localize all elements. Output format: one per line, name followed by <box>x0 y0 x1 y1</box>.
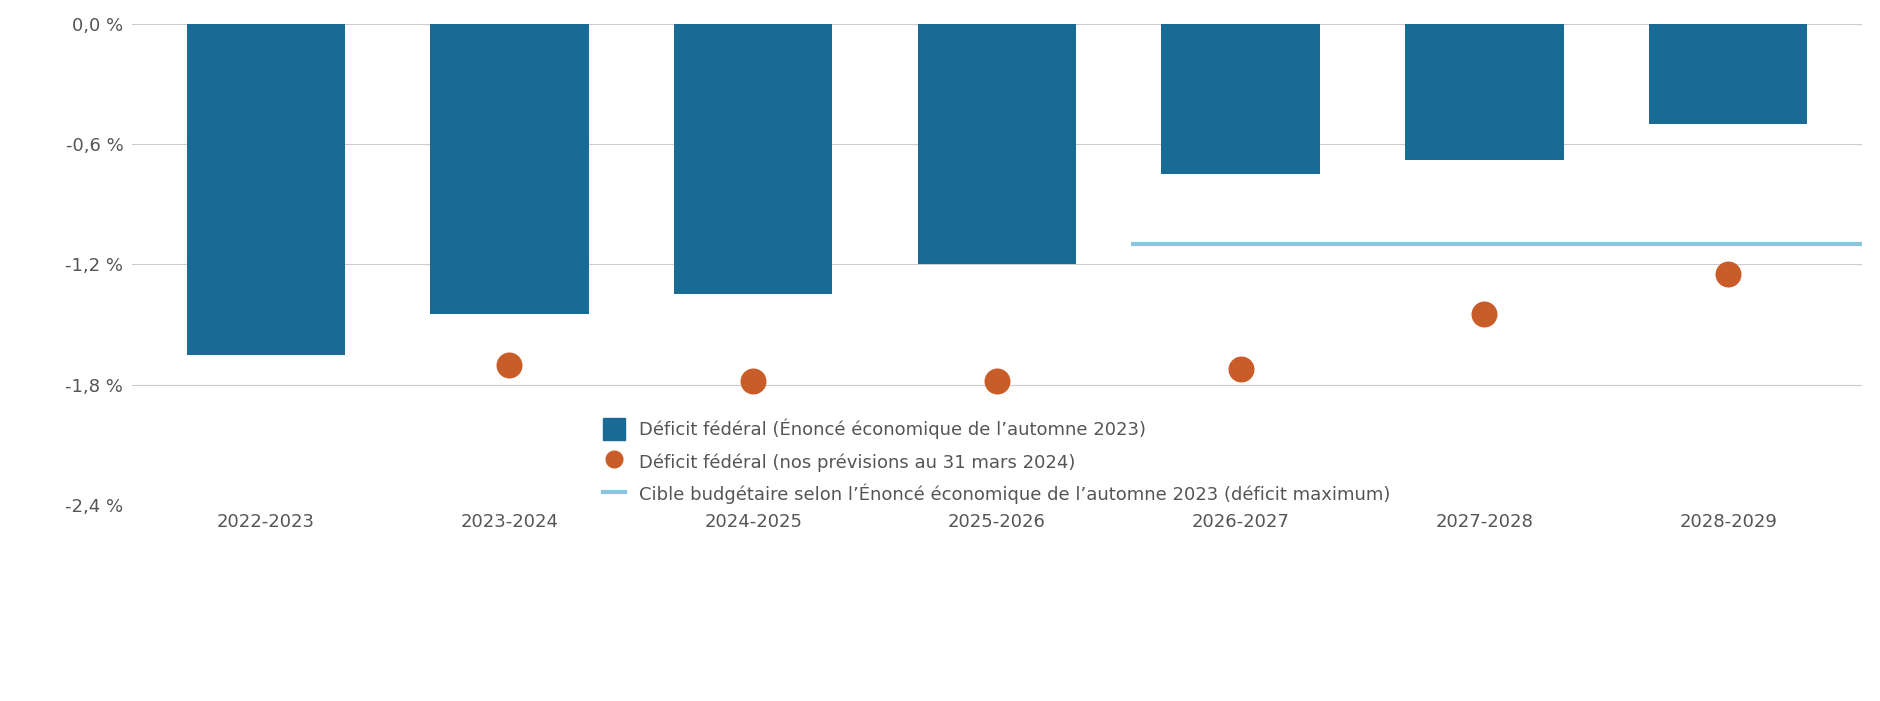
Point <box>1226 363 1256 374</box>
Bar <box>431 24 588 315</box>
Point <box>1468 309 1498 320</box>
Bar <box>1404 24 1562 161</box>
Point <box>1713 268 1743 280</box>
Legend: Déficit fédéral (Énoncé économique de l’automne 2023), Déficit fédéral (nos prév: Déficit fédéral (Énoncé économique de l’… <box>603 418 1389 505</box>
Bar <box>673 24 833 294</box>
Point <box>494 359 525 370</box>
Bar <box>1649 24 1807 124</box>
Bar <box>917 24 1075 264</box>
Bar <box>1160 24 1320 175</box>
Point <box>981 375 1011 386</box>
Point <box>737 375 767 386</box>
Bar <box>186 24 344 355</box>
